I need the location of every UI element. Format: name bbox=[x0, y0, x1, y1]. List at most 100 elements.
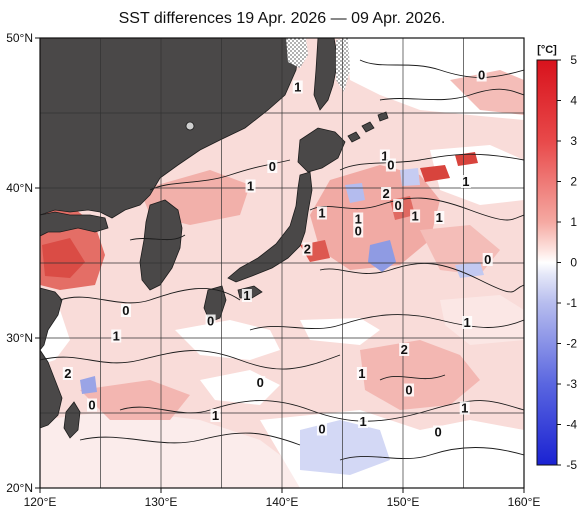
x-tick-label: 160°E bbox=[508, 495, 541, 509]
colorbar-gradient bbox=[536, 59, 558, 466]
contour-label-bg bbox=[393, 199, 404, 212]
contour-label-bg bbox=[462, 316, 473, 329]
colorbar-tick-label: 3 bbox=[570, 134, 577, 148]
colorbar-tick-label: 4 bbox=[570, 94, 577, 108]
contour-label-bg bbox=[267, 160, 278, 173]
contour-value-label: 0 bbox=[88, 398, 95, 413]
hokkaido-island bbox=[297, 127, 346, 173]
contour-value-label: 0 bbox=[318, 422, 325, 437]
colorbar-tick-label: 1 bbox=[570, 215, 577, 229]
kuril-island bbox=[347, 131, 361, 143]
x-tick-label: 120°E bbox=[24, 495, 57, 509]
axis-layer: 120°E 130°E 140°E 150°E 160°E 50°N 40°N 30°N 20°… bbox=[6, 31, 540, 509]
taiwan-island bbox=[63, 401, 81, 439]
contour-label-bg bbox=[302, 242, 313, 256]
map-title: SST differences 19 Apr. 2026 — 09 Apr. 2… bbox=[118, 10, 446, 27]
contour-value-label: 2 bbox=[304, 242, 311, 257]
colorbar-tick-label: 0 bbox=[570, 256, 577, 270]
contour-value-label: 0 bbox=[478, 68, 485, 83]
contour-value-label: 1 bbox=[113, 329, 120, 344]
graticule bbox=[40, 38, 524, 488]
contour-value-label: 0 bbox=[484, 252, 491, 267]
x-tick-label: 150°E bbox=[387, 495, 420, 509]
contour-label-bg bbox=[459, 401, 470, 415]
contour-label-bg bbox=[385, 158, 396, 172]
y-tick-label: 50°N bbox=[6, 31, 33, 45]
sea-ice-area bbox=[336, 38, 350, 92]
contour-label-bg bbox=[255, 376, 266, 389]
honshu-island bbox=[227, 171, 313, 283]
colorbar: [°C] 5 4 3 2 1 0 -1 -2 -3 -4 -5 bbox=[536, 44, 577, 472]
colorbar-tick-label: 5 bbox=[570, 53, 577, 67]
contour-label-bg bbox=[410, 209, 421, 223]
y-tick-label: 20°N bbox=[6, 481, 33, 495]
contour-value-label: 1 bbox=[411, 209, 418, 224]
contour-label-bg bbox=[353, 212, 364, 226]
contour-label-bg bbox=[120, 304, 131, 317]
contour-value-label: 2 bbox=[401, 342, 408, 357]
contour-label-bg bbox=[245, 179, 256, 193]
contour-label-bg bbox=[111, 329, 122, 343]
contour-label-bg bbox=[353, 224, 364, 238]
contour-value-label: 0 bbox=[405, 383, 412, 398]
contour-label-bg bbox=[460, 175, 471, 188]
contour-label-bg bbox=[241, 289, 252, 302]
contour-value-label: 1 bbox=[436, 210, 443, 225]
china-east-coast bbox=[40, 287, 63, 351]
y-tick-label: 40°N bbox=[6, 181, 33, 195]
contour-value-label: 1 bbox=[318, 206, 325, 221]
colorbar-tick-label: -1 bbox=[566, 296, 577, 310]
contour-value-label: 1 bbox=[212, 408, 219, 423]
contour-value-label: 1 bbox=[294, 80, 301, 95]
contour-value-label: 0 bbox=[122, 303, 129, 318]
contour-label-bg bbox=[482, 253, 493, 266]
bohai-coast bbox=[40, 211, 109, 237]
contour-value-label: 1 bbox=[381, 149, 388, 164]
contour-label-bg bbox=[87, 398, 98, 412]
contour-value-label: 2 bbox=[382, 186, 389, 201]
colorbar-tick-label: -4 bbox=[566, 418, 577, 432]
contour-label-bg bbox=[62, 367, 73, 380]
contour-value-label: 1 bbox=[359, 414, 366, 429]
contour-value-label: 1 bbox=[355, 212, 362, 227]
contour-label-bg bbox=[356, 367, 367, 380]
colorbar-tick-label: -2 bbox=[566, 337, 577, 351]
contour-value-label: 2 bbox=[64, 366, 71, 381]
contour-label-bg bbox=[379, 149, 390, 163]
lake-feature bbox=[185, 121, 195, 131]
contour-label-bg bbox=[205, 314, 216, 328]
contour-label-bg bbox=[316, 422, 327, 436]
colorbar-ticks: 5 4 3 2 1 0 -1 -2 -3 -4 -5 bbox=[557, 53, 577, 472]
contour-label-bg bbox=[381, 187, 392, 200]
contour-value-label: 1 bbox=[464, 315, 471, 330]
y-tick-label: 30°N bbox=[6, 331, 33, 345]
kyushu-island bbox=[203, 285, 227, 323]
contour-value-label: 0 bbox=[269, 159, 276, 174]
land-masses bbox=[40, 38, 389, 439]
contour-label-bg bbox=[358, 415, 369, 428]
contour-value-label: 0 bbox=[387, 158, 394, 173]
contour-value-label: 0 bbox=[395, 198, 402, 213]
contour-value-label: 0 bbox=[355, 224, 362, 239]
x-tick-label: 130°E bbox=[145, 495, 178, 509]
contour-value-label: 0 bbox=[434, 425, 441, 440]
contour-value-label: 1 bbox=[461, 401, 468, 416]
x-tick-label: 140°E bbox=[266, 495, 299, 509]
contour-value-label: 1 bbox=[358, 366, 365, 381]
sakhalin-island bbox=[313, 38, 339, 111]
contour-label-bg bbox=[316, 206, 327, 220]
contour-label-bg bbox=[434, 211, 445, 224]
contour-label-bg bbox=[399, 343, 410, 356]
contour-label-bg bbox=[404, 383, 415, 397]
contour-label-bg bbox=[433, 425, 444, 439]
colorbar-tick-label: -3 bbox=[566, 377, 577, 391]
contour-value-label: 0 bbox=[207, 314, 214, 329]
contour-value-label: 1 bbox=[462, 174, 469, 189]
contour-label-bg bbox=[476, 68, 487, 82]
contour-value-label: 0 bbox=[257, 375, 264, 390]
colorbar-tick-label: -5 bbox=[566, 458, 577, 472]
colorbar-tick-label: 2 bbox=[570, 175, 577, 189]
china-southeast-coast bbox=[40, 349, 63, 429]
